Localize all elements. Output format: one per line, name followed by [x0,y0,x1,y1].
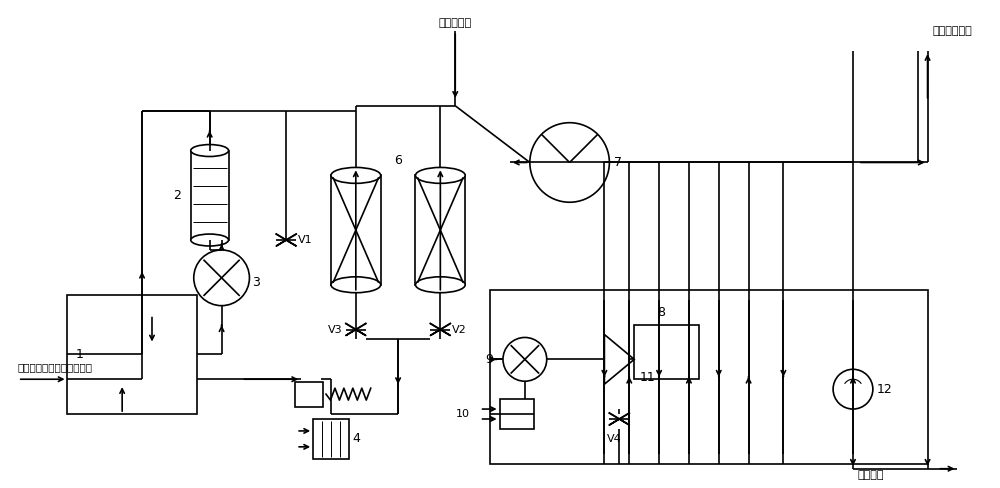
Ellipse shape [331,277,381,293]
Polygon shape [356,324,366,335]
Polygon shape [609,413,619,425]
Polygon shape [346,324,356,335]
Text: V4: V4 [607,434,622,444]
Text: 1: 1 [75,348,83,361]
Ellipse shape [415,277,465,293]
Text: 4: 4 [353,432,361,446]
Text: 6: 6 [394,154,402,167]
Bar [415,175,465,285]
Text: 高压氧气产品: 高压氧气产品 [933,26,972,36]
Circle shape [833,369,873,409]
Polygon shape [619,413,629,425]
Text: 出绿色电解水装置副产氧气: 出绿色电解水装置副产氧气 [18,362,93,372]
Ellipse shape [191,144,229,157]
Bar [313,419,349,459]
Text: 9: 9 [485,353,493,366]
Bar [490,290,928,464]
Bar [67,295,197,414]
Polygon shape [430,324,440,335]
Bar [500,399,534,429]
Circle shape [503,338,547,381]
Text: 补充循环气: 补充循环气 [439,18,472,28]
Bar [191,150,229,240]
Text: 10: 10 [456,409,470,419]
Text: 2: 2 [173,189,181,202]
Text: V1: V1 [298,235,313,245]
Ellipse shape [415,167,465,183]
Text: 液氧产品: 液氧产品 [858,469,884,480]
Text: V3: V3 [328,325,343,334]
Bar [634,325,699,379]
Ellipse shape [191,234,229,246]
Text: V2: V2 [452,325,467,334]
Polygon shape [440,324,450,335]
Text: 3: 3 [252,276,260,289]
Polygon shape [276,234,286,246]
Circle shape [194,250,249,305]
Polygon shape [286,234,296,246]
Bar [295,382,323,407]
Text: 8: 8 [658,306,666,319]
Text: 11: 11 [639,371,655,384]
Text: 12: 12 [877,383,893,396]
Circle shape [530,122,609,202]
Text: 7: 7 [614,156,622,169]
Polygon shape [604,334,634,384]
Ellipse shape [331,167,381,183]
Bar [331,175,381,285]
